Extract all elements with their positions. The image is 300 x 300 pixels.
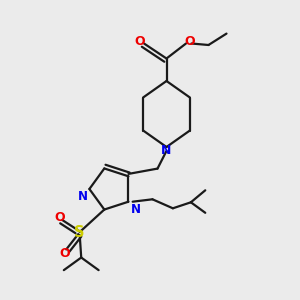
Text: N: N	[131, 203, 141, 216]
Text: S: S	[74, 224, 85, 239]
Text: O: O	[59, 247, 70, 260]
Text: N: N	[78, 190, 88, 203]
Text: O: O	[184, 35, 195, 48]
Text: N: N	[161, 143, 172, 157]
Text: O: O	[54, 211, 64, 224]
Text: O: O	[134, 35, 145, 48]
